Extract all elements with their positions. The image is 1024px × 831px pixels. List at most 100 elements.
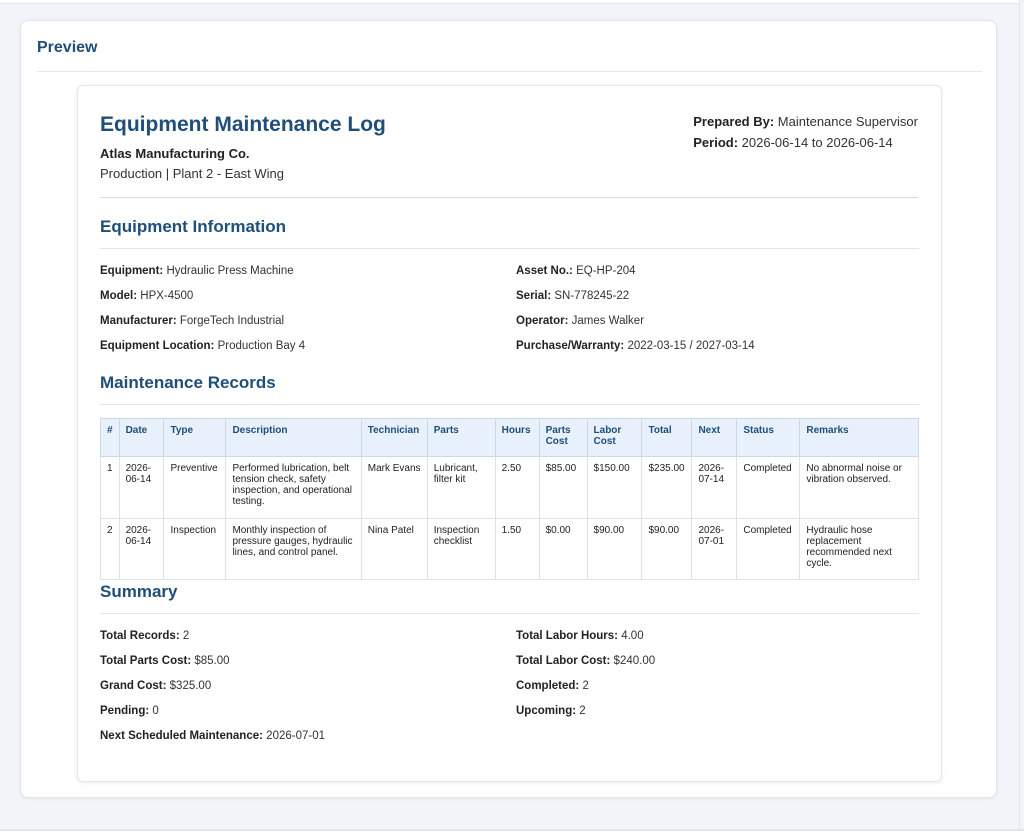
equipment-info-field-value: ForgeTech Industrial [179, 315, 285, 327]
summary-field: Upcoming: 2 [516, 704, 919, 729]
column-header: Hours [494, 418, 540, 457]
summary-field-value: 2 [579, 705, 586, 717]
equipment-info-grid: Equipment: Hydraulic Press Machine Asset … [100, 264, 919, 364]
table-cell: 1 [100, 456, 120, 519]
column-header: Description [225, 418, 362, 457]
table-cell: 2026-07-01 [691, 518, 738, 580]
table-cell: Nina Patel [360, 518, 428, 580]
equipment-info-field-label: Equipment: [100, 265, 164, 277]
equipment-info-field-value: EQ-HP-204 [576, 265, 636, 277]
column-header: Remarks [799, 418, 919, 457]
equipment-info-field: Equipment Location: Production Bay 4 [100, 339, 516, 364]
column-header: Parts [426, 418, 496, 457]
period-value: 2026-06-14 to 2026-06-14 [741, 135, 893, 150]
column-header: # [100, 418, 120, 457]
equipment-info-field-label: Equipment Location: [100, 340, 215, 352]
table-cell: Preventive [163, 456, 227, 519]
preview-panel: Preview Equipment Maintenance Log Atlas … [20, 20, 997, 798]
summary-field: Total Parts Cost: $85.00 [100, 654, 516, 679]
preview-heading: Preview [37, 39, 98, 56]
equipment-info-field-label: Manufacturer: [100, 315, 177, 327]
equipment-info-rule [100, 248, 919, 249]
summary-field-value: 2026-07-01 [266, 730, 325, 742]
equipment-info-field-value: Hydraulic Press Machine [166, 265, 294, 277]
table-cell: $90.00 [641, 518, 693, 580]
equipment-info-field-value: James Walker [571, 315, 645, 327]
scrollbar-track[interactable] [1019, 0, 1024, 831]
equipment-info-field-value: HPX-4500 [140, 290, 194, 302]
period: Period: 2026-06-14 to 2026-06-14 [693, 132, 918, 153]
summary-field-value: $240.00 [613, 655, 656, 667]
equipment-info-field: Purchase/Warranty: 2022-03-15 / 2027-03-… [516, 339, 919, 364]
table-header-row: # Date Type Description Technician Parts Hours… [100, 418, 919, 457]
table-cell: $0.00 [538, 518, 588, 580]
equipment-info-title: Equipment Information [100, 217, 287, 236]
table-cell: Hydraulic hose replacement recommended n… [799, 518, 919, 580]
summary-field-label: Pending: [100, 705, 150, 717]
preview-divider [37, 71, 982, 72]
summary-field-label: Grand Cost: [100, 680, 167, 692]
summary-field-value: 0 [152, 705, 159, 717]
column-header: Technician [360, 418, 428, 457]
maintenance-log-document: Equipment Maintenance Log Atlas Manufact… [77, 85, 942, 782]
table-cell: Completed [736, 518, 801, 580]
table-cell: 2026-07-14 [691, 456, 738, 519]
column-header: Parts Cost [538, 418, 588, 457]
column-header: Status [736, 418, 801, 457]
summary-field-value: $325.00 [169, 680, 212, 692]
table-cell: No abnormal noise or vibration observed. [799, 456, 919, 519]
column-header: Total [641, 418, 693, 457]
summary-field: Total Labor Hours: 4.00 [516, 629, 919, 654]
document-title: Equipment Maintenance Log [100, 113, 386, 136]
equipment-info-field-value: SN-778245-22 [554, 290, 630, 302]
maintenance-records-rule [100, 404, 919, 405]
document-meta: Prepared By: Maintenance Supervisor Peri… [693, 111, 918, 153]
equipment-info-field-value: 2022-03-15 / 2027-03-14 [627, 340, 755, 352]
table-cell: 2.50 [494, 456, 540, 519]
summary-rule [100, 613, 919, 614]
equipment-info-field: Operator: James Walker [516, 314, 919, 339]
table-cell: $235.00 [641, 456, 693, 519]
summary-field: Total Labor Cost: $240.00 [516, 654, 919, 679]
prepared-by: Prepared By: Maintenance Supervisor [693, 111, 918, 132]
table-cell: $150.00 [586, 456, 643, 519]
summary-grid: Total Records: 2 Total Labor Hours: 4.00 T… [100, 629, 919, 754]
prepared-by-value: Maintenance Supervisor [777, 114, 918, 129]
summary-field: Grand Cost: $325.00 [100, 679, 516, 704]
summary-field: Next Scheduled Maintenance: 2026-07-01 [100, 729, 516, 754]
summary-field-label: Upcoming: [516, 705, 577, 717]
equipment-info-field: Model: HPX-4500 [100, 289, 516, 314]
equipment-info-field-label: Operator: [516, 315, 569, 327]
table-row: 2 2026-06-14 Inspection Monthly inspection … [100, 518, 919, 580]
summary-field-value: 4.00 [621, 630, 644, 642]
period-label: Period: [693, 135, 739, 150]
equipment-info-field-label: Serial: [516, 290, 552, 302]
summary-field-label: Total Records: [100, 630, 180, 642]
table-cell: $85.00 [538, 456, 588, 519]
table-cell: $90.00 [586, 518, 643, 580]
equipment-info-field: Asset No.: EQ-HP-204 [516, 264, 919, 289]
table-cell: 2 [100, 518, 120, 580]
column-header: Type [163, 418, 227, 457]
table-cell: 2026-06-14 [118, 518, 165, 580]
summary-field: Pending: 0 [100, 704, 516, 729]
summary-field-label: Next Scheduled Maintenance: [100, 730, 263, 742]
table-cell: Completed [736, 456, 801, 519]
table-cell: Mark Evans [360, 456, 428, 519]
summary-field-label: Total Labor Cost: [516, 655, 611, 667]
summary-field-label: Total Labor Hours: [516, 630, 619, 642]
department-line: Production | Plant 2 - East Wing [100, 166, 285, 181]
column-header: Next [691, 418, 738, 457]
table-cell: Inspection checklist [426, 518, 496, 580]
table-cell: Inspection [163, 518, 227, 580]
summary-field-value: 2 [582, 680, 589, 692]
maintenance-records-title: Maintenance Records [100, 373, 276, 392]
summary-field-value: 2 [182, 630, 190, 642]
column-header: Labor Cost [586, 418, 643, 457]
equipment-info-field: Equipment: Hydraulic Press Machine [100, 264, 516, 289]
equipment-info-field-value: Production Bay 4 [217, 340, 306, 352]
bottom-bar [0, 829, 1024, 831]
equipment-info-field-label: Asset No.: [516, 265, 573, 277]
table-body: 1 2026-06-14 Preventive Performed lubricati… [100, 456, 919, 580]
company-name: Atlas Manufacturing Co. [100, 146, 250, 161]
